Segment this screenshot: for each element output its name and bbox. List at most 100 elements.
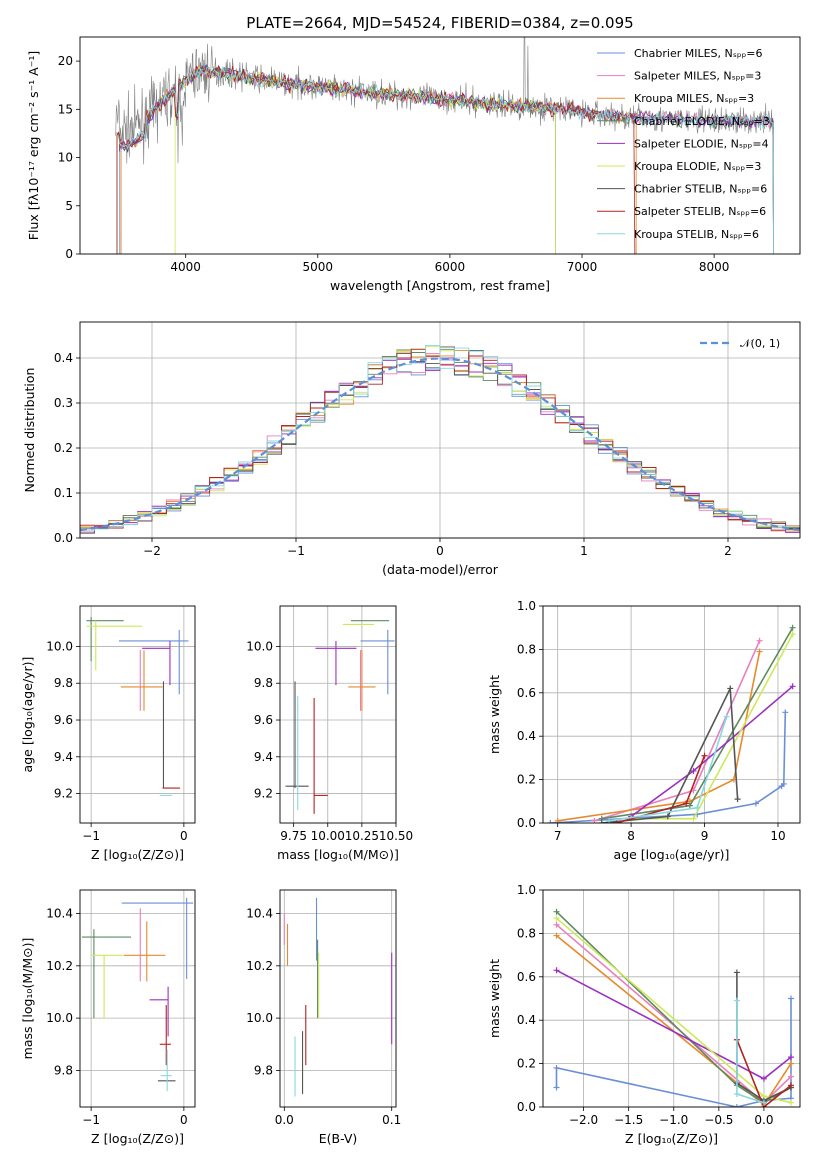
weight-marker — [553, 915, 560, 922]
weight-marker — [553, 1064, 560, 1071]
y-axis-label: Normed distribution — [22, 368, 37, 493]
legend-entry: Kroupa STELIB, Nₛₚₚ=6 — [634, 228, 759, 241]
weight-marker — [787, 995, 794, 1002]
weight-marker — [782, 709, 789, 716]
weight-marker — [787, 1054, 794, 1061]
weight-marker — [752, 800, 759, 807]
y-tick-label: 10.2 — [246, 959, 273, 973]
y-tick-label: 10 — [58, 151, 73, 165]
legend-entry: 𝒩(0, 1) — [740, 337, 780, 350]
y-tick-label: 0.3 — [54, 396, 73, 410]
weight-marker — [756, 648, 763, 655]
y-tick-label: 0.2 — [517, 773, 536, 787]
weight-marker — [756, 637, 763, 644]
y-tick-label: 9.2 — [54, 787, 73, 801]
x-tick-label: −1 — [82, 829, 100, 843]
error-bar-point — [81, 929, 132, 1019]
x-tick-label: 7000 — [567, 260, 598, 274]
error-bar-point — [285, 681, 309, 789]
x-tick-label: 0.0 — [275, 1113, 294, 1127]
x-tick-label: 9 — [701, 829, 709, 843]
weight-marker — [787, 1082, 794, 1089]
x-tick-label: −2.0 — [569, 1113, 598, 1127]
model-spectrum-line — [119, 66, 774, 254]
x-tick-label: 0 — [180, 829, 188, 843]
spectrum-panel: 4000 5000 6000 7000 8000 0 5 10 15 20 wavelength [… — [26, 14, 801, 293]
weight-marker — [701, 752, 708, 759]
weight-marker — [694, 804, 701, 811]
x-tick-label: −2 — [143, 544, 161, 558]
weight-marker — [553, 908, 560, 915]
x-axis-label: age [log₁₀(age/yr)] — [614, 847, 730, 862]
x-axis-label: Z [log₁₀(Z/Z⊙)] — [625, 1131, 718, 1146]
x-tick-label: 8000 — [699, 260, 730, 274]
x-tick-label: 10.50 — [379, 829, 413, 843]
weight-marker — [727, 685, 734, 692]
legend-entry: Chabrier ELODIE, Nₛₚₚ=3 — [634, 115, 770, 128]
x-tick-label: 5000 — [303, 260, 334, 274]
weight-marker — [733, 1104, 740, 1107]
weight-marker — [760, 1099, 767, 1106]
y-tick-label: 0.4 — [54, 351, 73, 365]
y-tick-label: 10.4 — [246, 907, 273, 921]
x-tick-label: 10.25 — [345, 829, 379, 843]
weight-series-line — [736, 1039, 792, 1107]
weight-marker — [686, 802, 693, 809]
normal-curve — [80, 357, 800, 532]
y-tick-label: 0.0 — [517, 1100, 536, 1114]
error-bar-point — [348, 650, 376, 711]
x-axis-label: Z [log₁₀(Z/Z⊙)] — [91, 847, 184, 862]
x-tick-label: 0.1 — [382, 1113, 401, 1127]
axes-frame — [279, 889, 397, 1108]
y-tick-label: 0.8 — [517, 642, 536, 656]
mass-vs-ebv-panel: 0.0 0.1 9.8 10.0 10.2 10.4 E(B-V) — [246, 889, 401, 1146]
y-axis-label: mass weight — [487, 675, 502, 754]
weight-marker — [690, 815, 697, 822]
y-tick-label: 1.0 — [517, 883, 536, 897]
y-tick-label: 0.8 — [517, 926, 536, 940]
y-tick-label: 10.0 — [46, 1011, 73, 1025]
axes-frame — [79, 321, 801, 539]
x-tick-label: 4000 — [170, 260, 201, 274]
y-tick-label: 0.4 — [517, 729, 536, 743]
error-bar-point — [360, 629, 395, 695]
weight-marker — [547, 820, 554, 823]
weight-marker — [734, 796, 741, 803]
weight-marker — [553, 921, 560, 928]
y-tick-label: 9.8 — [54, 1063, 73, 1077]
y-tick-label: 0.6 — [517, 686, 536, 700]
error-bar-point — [315, 640, 357, 686]
x-tick-label: 7 — [554, 829, 562, 843]
chart-title: PLATE=2664, MJD=54524, FIBERID=0384, z=0… — [246, 14, 633, 32]
y-tick-label: 10.0 — [246, 1011, 273, 1025]
y-tick-label: 9.6 — [254, 713, 273, 727]
weight-series-line — [594, 640, 761, 822]
y-tick-label: 0.0 — [517, 816, 536, 830]
x-tick-label: 10 — [770, 829, 785, 843]
x-tick-label: 2 — [724, 544, 732, 558]
weight-marker — [789, 624, 796, 631]
age-vs-mass-panel: 9.75 10.00 10.25 10.50 9.2 9.4 9.6 9.8 10.0 mass … — [246, 605, 413, 862]
weight-series-line — [550, 712, 787, 823]
weight-marker — [787, 1073, 794, 1080]
y-tick-label: 9.4 — [54, 750, 73, 764]
weight-series-line — [630, 685, 794, 818]
axes-frame — [279, 605, 397, 824]
y-tick-label: 9.8 — [254, 676, 273, 690]
age-vs-metallicity-panel: −1 0 9.2 9.4 9.6 9.8 10.0 Z [log₁₀(Z/Z⊙)] age [l… — [20, 605, 196, 862]
weight-series-line — [555, 998, 792, 1107]
y-axis-label: mass weight — [487, 959, 502, 1038]
y-axis-label: age [log₁₀(age/yr)] — [20, 657, 35, 773]
legend-entry: Salpeter MILES, Nₛₚₚ=3 — [634, 70, 761, 83]
y-tick-label: 9.8 — [254, 1063, 273, 1077]
weight-marker — [760, 1075, 767, 1082]
weight-marker — [733, 969, 740, 976]
weight-marker — [553, 967, 560, 974]
error-bar-point — [160, 1049, 172, 1092]
error-bar-point — [86, 617, 124, 662]
histogram-series — [80, 344, 800, 538]
weight-marker — [787, 1099, 794, 1106]
x-tick-label: −1 — [82, 1113, 100, 1127]
x-tick-label: 0.0 — [754, 1113, 773, 1127]
